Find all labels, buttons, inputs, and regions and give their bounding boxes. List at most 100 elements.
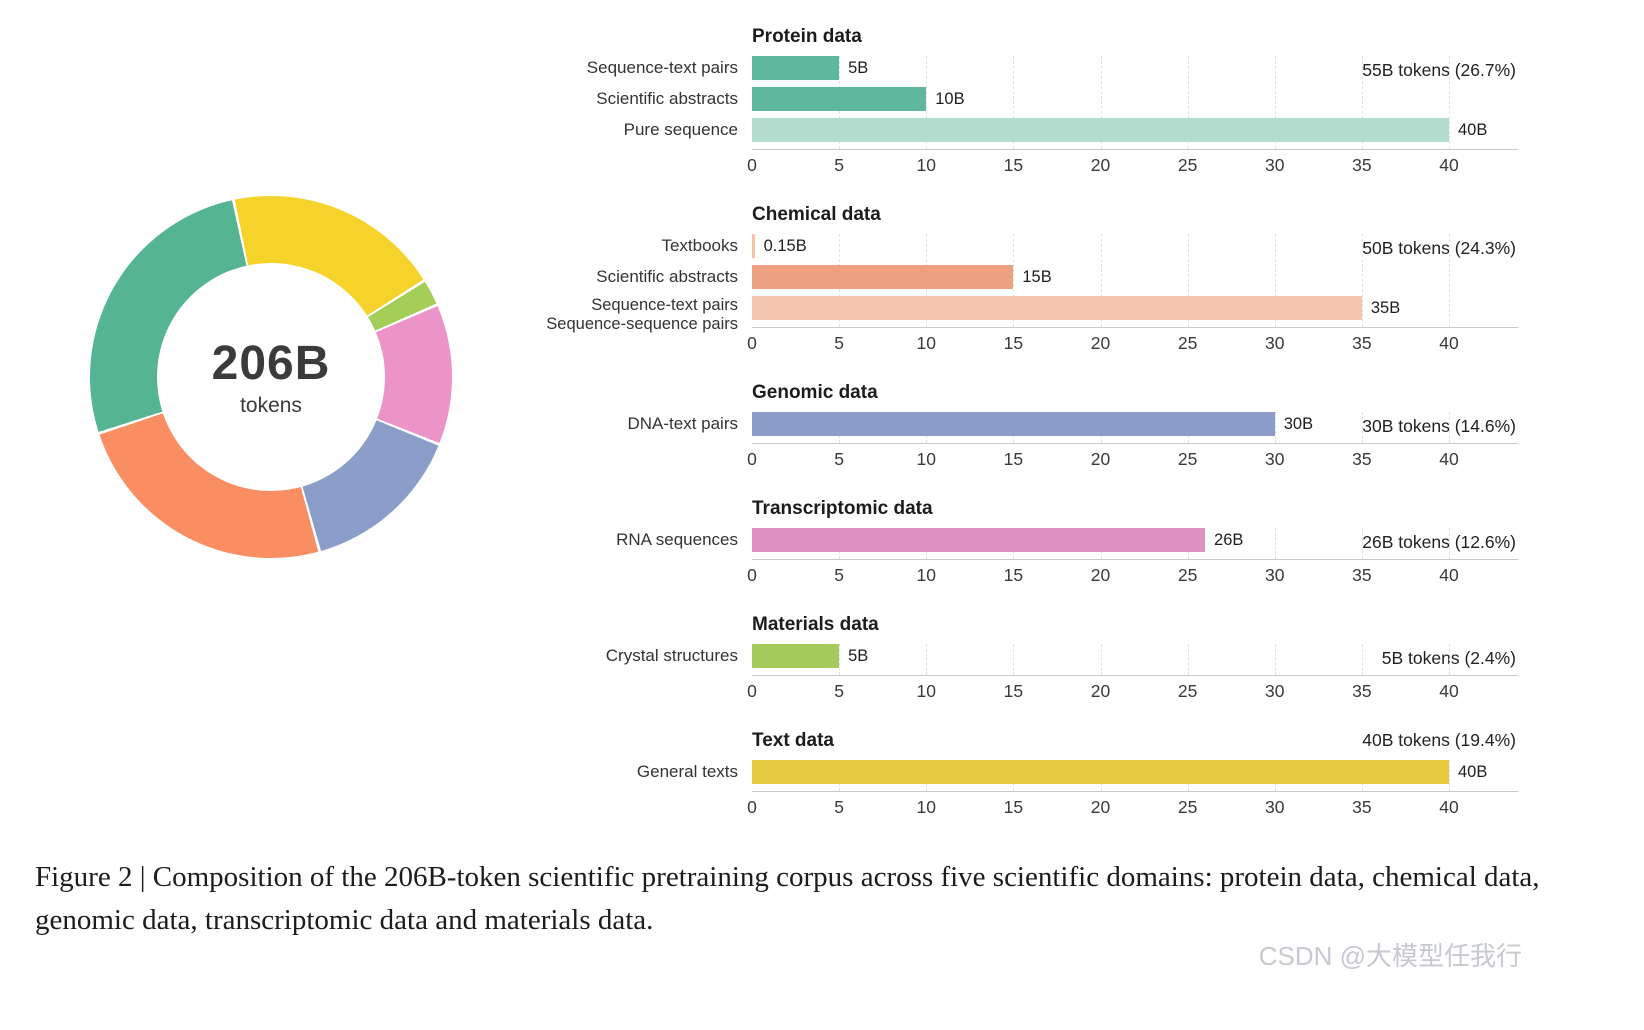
bar-charts: Protein data 55B tokens (26.7%) Sequence-t… xyxy=(546,24,1518,844)
chart-title: Genomic data xyxy=(752,382,878,403)
donut-center-label: tokens xyxy=(240,394,302,417)
bar-label: Crystal structures xyxy=(570,644,752,668)
bar xyxy=(752,296,1362,320)
bar-row: Textbooks 0.15B xyxy=(570,234,1518,258)
bar-row: General texts 40B xyxy=(570,760,1518,784)
watermark: CSDN @大模型任我行 xyxy=(1258,941,1522,971)
chart-title: Chemical data xyxy=(752,204,881,225)
bar-label-line: Sequence-sequence pairs xyxy=(546,315,738,333)
bar xyxy=(752,760,1449,784)
chart-total: 55B tokens (26.7%) xyxy=(1362,60,1516,80)
bar-label-line: Textbooks xyxy=(661,236,738,255)
bar-row: Scientific abstracts 10B xyxy=(570,87,1518,111)
bar-label-line: Scientific abstracts xyxy=(596,89,738,108)
x-tick: 35 xyxy=(1352,333,1372,353)
x-axis-ticks: 0 5 10 15 20 25 30 35 40 xyxy=(747,560,1518,588)
gridline xyxy=(1449,412,1450,443)
chart-materials-data: Materials data 5B tokens (2.4%) Crystal st… xyxy=(570,612,1518,704)
bar-value-label: 40B xyxy=(1458,120,1488,139)
x-tick: 30 xyxy=(1265,449,1285,469)
gridline xyxy=(1361,56,1363,149)
bar-row: DNA-text pairs 30B xyxy=(570,412,1518,436)
bar-label-line: RNA sequences xyxy=(616,530,738,549)
chart-rows: General texts 40B xyxy=(570,760,1518,791)
bar-label-line: General texts xyxy=(636,762,738,781)
x-axis-ticks: 0 5 10 15 20 25 30 35 40 xyxy=(747,328,1518,356)
gridline xyxy=(1013,56,1015,149)
gridline xyxy=(1100,56,1102,149)
chart-total: 40B tokens (19.4%) xyxy=(1362,730,1516,750)
figure-caption: Figure 2 | Composition of the 206B-token… xyxy=(35,861,1540,936)
donut-chart-wrap: 206B tokens xyxy=(90,196,452,558)
x-tick: 0 xyxy=(747,449,757,469)
bar-label-line: DNA-text pairs xyxy=(627,414,738,433)
gridline xyxy=(1361,644,1363,675)
bar-label-line: Sequence-text pairs xyxy=(591,296,738,314)
gridline xyxy=(1274,412,1276,443)
x-tick: 20 xyxy=(1090,797,1111,817)
chart-title: Materials data xyxy=(752,614,879,635)
x-tick: 30 xyxy=(1265,155,1285,175)
bar xyxy=(752,265,1014,289)
x-tick: 40 xyxy=(1439,565,1459,585)
chart-total: 50B tokens (24.3%) xyxy=(1362,238,1516,258)
x-tick: 20 xyxy=(1090,681,1111,701)
bar xyxy=(752,234,755,258)
chart-total: 30B tokens (14.6%) xyxy=(1362,416,1516,436)
x-axis-ticks: 0 5 10 15 20 25 30 35 40 xyxy=(747,792,1518,820)
gridline xyxy=(1274,56,1276,149)
gridline xyxy=(1013,644,1015,675)
x-tick: 30 xyxy=(1265,797,1285,817)
bar xyxy=(752,118,1449,142)
x-tick: 25 xyxy=(1177,333,1198,353)
gridline xyxy=(1361,528,1363,559)
x-tick: 20 xyxy=(1090,333,1111,353)
bar-plot: 40B xyxy=(752,118,1518,142)
bar-plot: 30B xyxy=(752,412,1518,436)
bar-label: Pure sequence xyxy=(570,118,752,142)
x-tick: 5 xyxy=(834,155,844,175)
chart-chemical-data: Chemical data 50B tokens (24.3%) Textbooks… xyxy=(546,202,1518,356)
bar-value-label: 5B xyxy=(848,58,869,77)
bar-label: Sequence-text pairs xyxy=(570,56,752,80)
chart-rows: Crystal structures 5B xyxy=(570,644,1518,675)
x-tick: 30 xyxy=(1265,333,1285,353)
gridline xyxy=(1449,234,1450,327)
gridline xyxy=(926,56,928,149)
chart-title: Text data xyxy=(752,730,835,751)
chart-title: Protein data xyxy=(752,26,862,47)
gridline xyxy=(1274,528,1276,559)
x-tick: 15 xyxy=(1003,333,1024,353)
bar-plot: 26B xyxy=(752,528,1518,552)
bar-plot: 15B xyxy=(752,265,1518,289)
bar-row: Crystal structures 5B xyxy=(570,644,1518,668)
gridline xyxy=(1100,234,1102,327)
bar-label: Scientific abstracts xyxy=(570,265,752,289)
x-tick: 10 xyxy=(916,333,936,353)
chart-transcriptomic-data: Transcriptomic data 26B tokens (12.6%) RNA… xyxy=(570,496,1518,588)
bar-label: General texts xyxy=(570,760,752,784)
x-tick: 15 xyxy=(1003,449,1024,469)
bar-plot: 5B xyxy=(752,56,1518,80)
x-tick: 20 xyxy=(1090,449,1111,469)
bar-label-line: Pure sequence xyxy=(623,120,738,139)
bar-label: RNA sequences xyxy=(570,528,752,552)
x-tick: 35 xyxy=(1352,797,1372,817)
gridline xyxy=(1449,760,1450,791)
gridline xyxy=(1274,234,1276,327)
x-tick: 0 xyxy=(747,155,757,175)
bar-plot: 40B xyxy=(752,760,1518,784)
bar xyxy=(752,528,1206,552)
x-axis xyxy=(752,559,1518,560)
bar-label-line: Sequence-text pairs xyxy=(586,58,738,77)
x-tick: 25 xyxy=(1177,565,1198,585)
bar-label: Sequence-text pairs Sequence-sequence pai… xyxy=(546,296,752,334)
chart-protein-data: Protein data 55B tokens (26.7%) Sequence-t… xyxy=(570,24,1518,178)
gridline xyxy=(1361,234,1363,327)
chart-total: 5B tokens (2.4%) xyxy=(1381,648,1516,668)
bar-row: Sequence-text pairs 5B xyxy=(570,56,1518,80)
gridline xyxy=(1449,56,1450,149)
chart-title: Transcriptomic data xyxy=(752,498,933,519)
bar xyxy=(752,56,840,80)
x-tick: 40 xyxy=(1439,333,1459,353)
